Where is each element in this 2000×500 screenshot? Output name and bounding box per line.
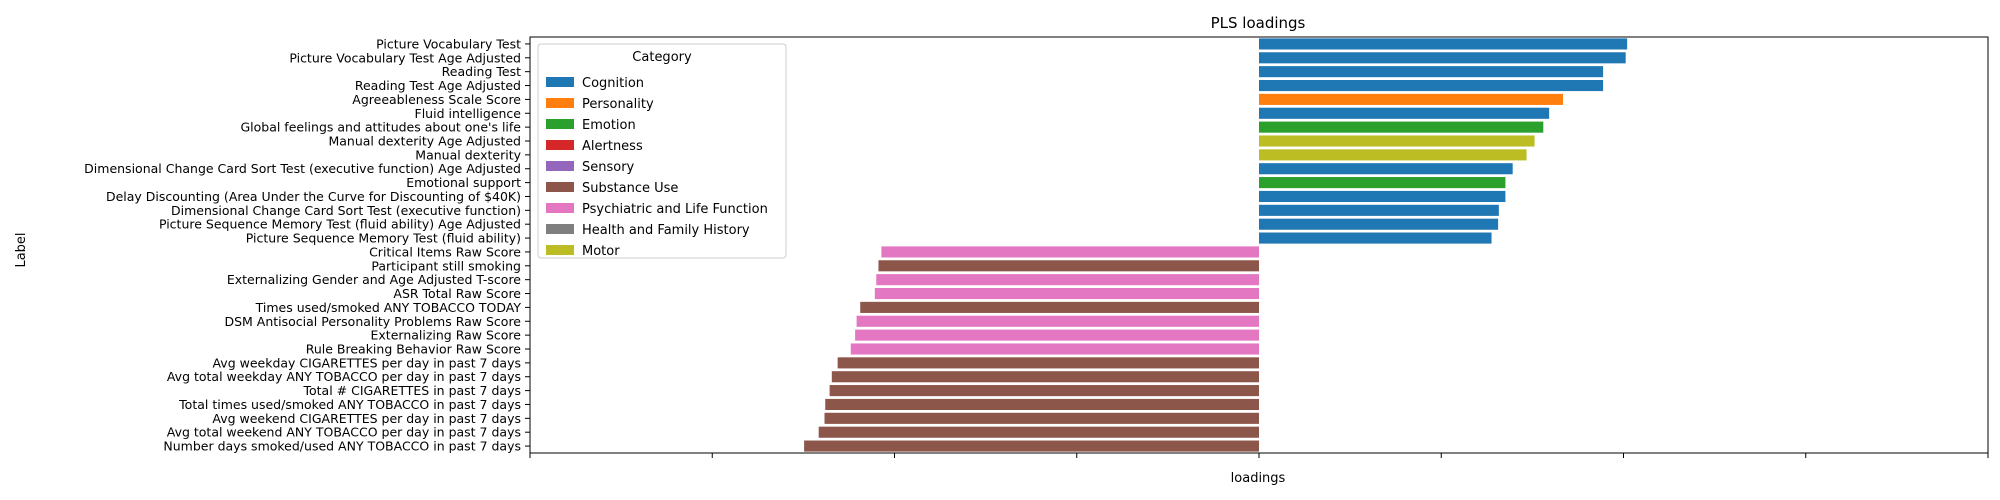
legend-swatch-0 bbox=[546, 77, 574, 87]
y-tick-label-13: Picture Sequence Memory Test (fluid abil… bbox=[159, 217, 521, 232]
bar-14 bbox=[1259, 232, 1492, 244]
y-tick-label-10: Emotional support bbox=[406, 175, 521, 190]
y-tick-label-20: DSM Antisocial Personality Problems Raw … bbox=[224, 314, 521, 329]
legend-label-0: Cognition bbox=[582, 76, 644, 91]
y-tick-label-11: Delay Discounting (Area Under the Curve … bbox=[106, 189, 521, 204]
legend-swatch-8 bbox=[546, 245, 574, 255]
y-axis-label: Label bbox=[14, 232, 29, 267]
y-tick-label-4: Agreeableness Scale Score bbox=[352, 92, 521, 107]
bar-19 bbox=[860, 301, 1259, 313]
bars-group bbox=[804, 38, 1628, 452]
plot-frame bbox=[529, 36, 1989, 454]
legend-swatch-7 bbox=[546, 224, 574, 234]
bar-8 bbox=[1259, 149, 1527, 161]
y-tick-label-19: Times used/smoked ANY TOBACCO TODAY bbox=[255, 300, 522, 315]
legend-swatch-4 bbox=[546, 161, 574, 171]
bar-28 bbox=[818, 426, 1259, 438]
y-tick-label-16: Participant still smoking bbox=[371, 258, 521, 273]
y-tick-label-17: Externalizing Gender and Age Adjusted T-… bbox=[227, 272, 521, 287]
bar-10 bbox=[1259, 177, 1506, 189]
legend-swatch-1 bbox=[546, 98, 574, 108]
legend-box bbox=[537, 43, 787, 259]
bar-9 bbox=[1259, 163, 1513, 175]
bar-2 bbox=[1259, 66, 1604, 78]
bar-0 bbox=[1259, 38, 1628, 50]
y-tick-label-6: Global feelings and attitudes about one'… bbox=[240, 120, 521, 135]
legend-label-2: Emotion bbox=[582, 118, 636, 133]
bar-29 bbox=[804, 440, 1259, 452]
y-tick-label-28: Avg total weekend ANY TOBACCO per day in… bbox=[167, 425, 521, 440]
y-tick-label-8: Manual dexterity bbox=[415, 147, 521, 162]
bar-24 bbox=[831, 371, 1259, 383]
y-tick-label-14: Picture Sequence Memory Test (fluid abil… bbox=[246, 231, 521, 246]
legend-label-1: Personality bbox=[582, 97, 654, 112]
bar-21 bbox=[855, 329, 1259, 341]
bar-23 bbox=[837, 357, 1259, 369]
y-tick-label-15: Critical Items Raw Score bbox=[369, 244, 521, 259]
chart-title: PLS loadings bbox=[1211, 14, 1306, 32]
y-tick-label-18: ASR Total Raw Score bbox=[393, 286, 521, 301]
y-tick-label-21: Externalizing Raw Score bbox=[371, 328, 522, 343]
bar-20 bbox=[856, 315, 1259, 327]
bar-4 bbox=[1259, 93, 1563, 105]
bar-12 bbox=[1259, 204, 1499, 216]
legend-label-7: Health and Family History bbox=[582, 223, 750, 238]
bar-22 bbox=[850, 343, 1259, 355]
x-axis bbox=[529, 453, 1989, 458]
y-tick-label-2: Reading Test bbox=[442, 64, 521, 79]
bar-26 bbox=[825, 398, 1259, 411]
legend-swatch-3 bbox=[546, 140, 574, 150]
legend-swatch-6 bbox=[546, 203, 574, 213]
bar-3 bbox=[1259, 79, 1604, 92]
legend-label-3: Alertness bbox=[582, 139, 643, 154]
y-tick-label-22: Rule Breaking Behavior Raw Score bbox=[306, 342, 522, 357]
bar-5 bbox=[1259, 107, 1550, 119]
y-tick-label-23: Avg weekday CIGARETTES per day in past 7… bbox=[212, 355, 521, 370]
legend-label-8: Motor bbox=[582, 244, 620, 259]
bar-25 bbox=[829, 385, 1259, 397]
y-tick-label-25: Total # CIGARETTES in past 7 days bbox=[303, 383, 522, 398]
bar-17 bbox=[876, 274, 1259, 286]
legend: Category Cognition Personality Emotion Alert… bbox=[537, 43, 787, 259]
legend-label-4: Sensory bbox=[582, 160, 635, 175]
y-tick-label-12: Dimensional Change Card Sort Test (execu… bbox=[171, 203, 521, 218]
bar-13 bbox=[1259, 218, 1499, 230]
bar-6 bbox=[1259, 121, 1544, 133]
y-tick-label-0: Picture Vocabulary Test bbox=[376, 36, 521, 51]
y-tick-label-9: Dimensional Change Card Sort Test (execu… bbox=[84, 161, 521, 176]
y-tick-label-27: Avg weekend CIGARETTES per day in past 7… bbox=[212, 411, 521, 426]
y-tick-label-5: Fluid intelligence bbox=[415, 106, 522, 121]
y-tick-label-24: Avg total weekday ANY TOBACCO per day in… bbox=[167, 369, 521, 384]
bar-11 bbox=[1259, 190, 1506, 203]
y-tick-label-26: Total times used/smoked ANY TOBACCO in p… bbox=[178, 397, 521, 412]
x-axis-label: loadings bbox=[1231, 471, 1286, 486]
y-tick-label-29: Number days smoked/used ANY TOBACCO in p… bbox=[163, 439, 521, 454]
bar-1 bbox=[1259, 52, 1626, 64]
legend-swatch-2 bbox=[546, 119, 574, 129]
bar-27 bbox=[824, 412, 1259, 424]
bar-18 bbox=[874, 287, 1259, 300]
y-tick-label-3: Reading Test Age Adjusted bbox=[355, 78, 521, 93]
legend-swatch-5 bbox=[546, 182, 574, 192]
y-tick-label-1: Picture Vocabulary Test Age Adjusted bbox=[289, 50, 521, 65]
legend-title: Category bbox=[632, 50, 692, 65]
bar-15 bbox=[881, 246, 1259, 258]
legend-label-5: Substance Use bbox=[582, 181, 678, 196]
bar-7 bbox=[1259, 135, 1535, 147]
bar-16 bbox=[878, 260, 1259, 272]
legend-label-6: Psychiatric and Life Function bbox=[582, 202, 768, 217]
y-tick-label-7: Manual dexterity Age Adjusted bbox=[328, 134, 521, 149]
